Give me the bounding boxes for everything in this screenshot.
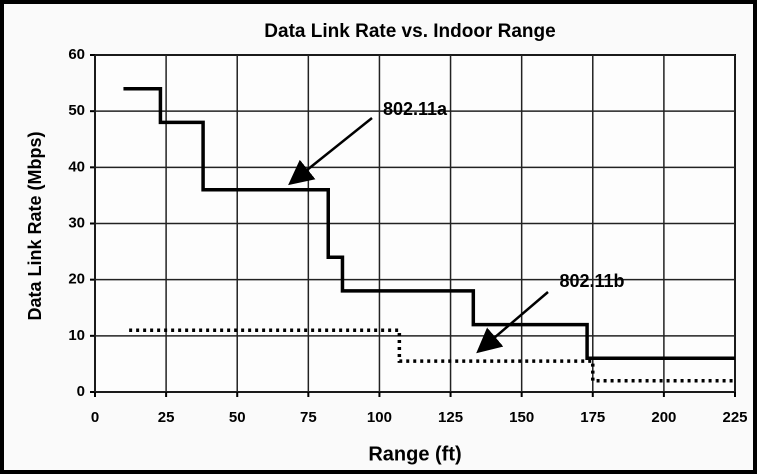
x-tick-label: 0	[91, 409, 99, 426]
y-tick-label: 0	[77, 383, 85, 400]
y-tick-label: 60	[68, 46, 85, 63]
x-tick-label: 150	[509, 409, 534, 426]
y-tick-label: 20	[68, 271, 85, 288]
x-tick-label: 50	[229, 409, 246, 426]
x-tick-label: 200	[651, 409, 676, 426]
y-tick-label: 50	[68, 102, 85, 119]
chart: Data Link Rate vs. Indoor Range Range (f…	[0, 0, 757, 474]
chart-title: Data Link Rate vs. Indoor Range	[264, 21, 555, 42]
y-tick-label: 40	[68, 158, 85, 175]
annotation: 802.11b	[559, 271, 624, 291]
y-tick-label: 10	[68, 327, 85, 344]
x-tick-label: 25	[158, 409, 175, 426]
x-tick-label: 175	[580, 409, 605, 426]
x-tick-label: 100	[367, 409, 392, 426]
x-tick-label: 75	[300, 409, 317, 426]
y-axis-label: Data Link Rate (Mbps)	[25, 131, 45, 320]
y-tick-label: 30	[68, 214, 85, 231]
x-tick-label: 125	[438, 409, 463, 426]
x-axis-label: Range (ft)	[368, 443, 461, 465]
annotation: 802.11a	[383, 99, 448, 119]
x-tick-label: 225	[722, 409, 747, 426]
